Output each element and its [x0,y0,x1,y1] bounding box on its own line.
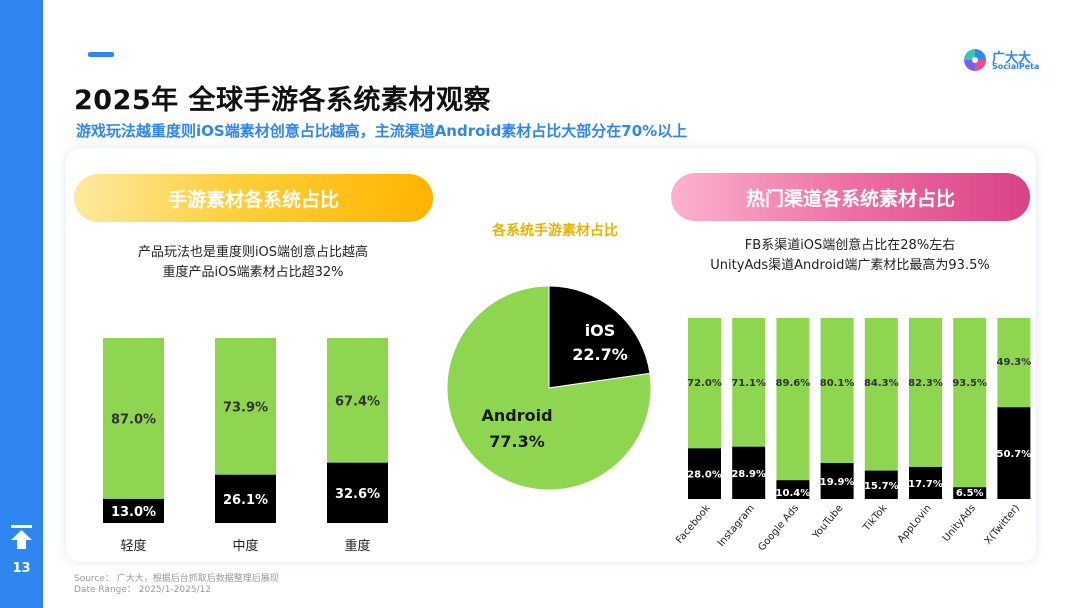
category-label: 中度 [232,538,258,554]
ios-bar-segment [103,498,164,523]
channel-label: Instagram [716,503,757,549]
ios-value-label: 26.1% [223,493,268,508]
android-value-label: 73.9% [223,400,268,415]
android-value-label: 72.0% [687,378,722,389]
title-accent-line [88,52,114,57]
page-subtitle: 游戏玩法越重度则iOS端素材创意占比越高，主流渠道Android素材占比大部分在… [76,122,688,140]
android-value-label: 80.1% [820,378,855,389]
page-number: 13 [12,561,31,576]
android-bar-segment [215,338,276,475]
ios-value-label: 10.4% [776,488,811,499]
right-chart-title: 热门渠道各系统素材占比 [671,173,1030,221]
android-value-label: 71.1% [731,378,766,389]
ios-value-label: 6.5% [956,488,984,499]
android-bar-segment [864,318,898,471]
android-value-label: 49.3% [997,357,1032,368]
ios-value-label: 19.9% [820,477,855,488]
ios-bar-segment [997,407,1031,499]
ios-value-label: 17.7% [908,479,943,490]
left-note-line-1: 产品玩法也是重度则iOS端创意占比越高 [137,245,369,260]
channel-label: YouTube [810,503,845,542]
ios-value-label: 13.0% [111,505,156,520]
pie-chart-title: 各系统手游素材占比 [492,223,618,239]
ios-bar-segment [215,474,276,523]
pie-label-ios-value: 22.7% [572,345,628,364]
channel-label: AppLovin [896,503,934,545]
pie-slice-ios [548,285,651,389]
date-range-line: Date Range： 2025/1-2025/12 [74,585,212,595]
android-bar-segment [732,318,766,447]
back-to-top-icon[interactable] [11,525,32,549]
ios-value-label: 28.9% [731,469,766,480]
ios-bar-segment [820,462,854,499]
android-bar-segment [820,318,854,463]
pie-slice-android [446,285,652,491]
ios-bar-segment [732,446,766,499]
pie-label-android-value: 77.3% [489,432,545,451]
category-label: 轻度 [120,538,146,554]
logo-text-cn: 广大大 [992,51,1032,66]
android-value-label: 67.4% [335,394,380,409]
channel-label: TikTok [861,503,890,535]
category-label: 重度 [344,538,370,554]
android-bar-segment [688,318,721,449]
channel-label: UnityAds [941,503,978,544]
android-bar-segment [776,318,810,481]
ios-bar-segment [864,470,898,499]
ios-bar-segment [688,448,721,499]
android-bar-segment [997,318,1031,408]
source-line: Source： 广大大，根据后台抓取后数据整理后展现 [74,574,279,584]
ios-value-label: 50.7% [997,449,1032,460]
ios-value-label: 32.6% [335,487,380,502]
left-chart-note: 产品玩法也是重度则iOS端创意占比越高 重度产品iOS端素材占比超32% [103,243,403,283]
pie-label-ios-name: iOS [585,321,616,340]
left-note-line-2: 重度产品iOS端素材占比超32% [162,265,344,280]
android-bar-segment [953,318,987,488]
android-value-label: 87.0% [111,412,156,427]
channel-label: Facebook [674,503,713,546]
android-bar-segment [327,338,388,463]
sidebar [0,0,43,608]
right-note-line-1: FB系渠道iOS端创意占比在28%左右 [744,238,956,253]
right-chart-note: FB系渠道iOS端创意占比在28%左右 UnityAds渠道Android端广素… [690,236,1010,276]
pie-label-android-name: Android [481,406,552,425]
ios-value-label: 28.0% [687,470,722,481]
brand-logo: 广大大 SocialPeta [964,47,1044,75]
android-bar-segment [909,318,942,467]
ios-bar-segment [776,480,810,499]
socialpeta-logo-icon [964,49,986,71]
logo-text-en: SocialPeta [992,62,1040,71]
android-value-label: 89.6% [776,378,811,389]
android-value-label: 82.3% [908,378,943,389]
ios-value-label: 15.7% [864,481,899,492]
left-chart-title: 手游素材各系统占比 [74,174,433,222]
page-title: 2025年 全球手游各系统素材观察 [74,85,492,116]
android-value-label: 93.5% [952,378,987,389]
channel-label: Google Ads [756,503,801,553]
ios-bar-segment [953,487,987,499]
android-value-label: 84.3% [864,378,899,389]
source-note: Source： 广大大，根据后台抓取后数据整理后展现 Date Range： 2… [74,574,279,596]
right-note-line-2: UnityAds渠道Android端广素材比最高为93.5% [710,258,990,273]
android-bar-segment [103,338,164,499]
ios-bar-segment [327,462,388,523]
channel-label: X(Twitter) [983,503,1022,547]
ios-bar-segment [909,466,942,499]
